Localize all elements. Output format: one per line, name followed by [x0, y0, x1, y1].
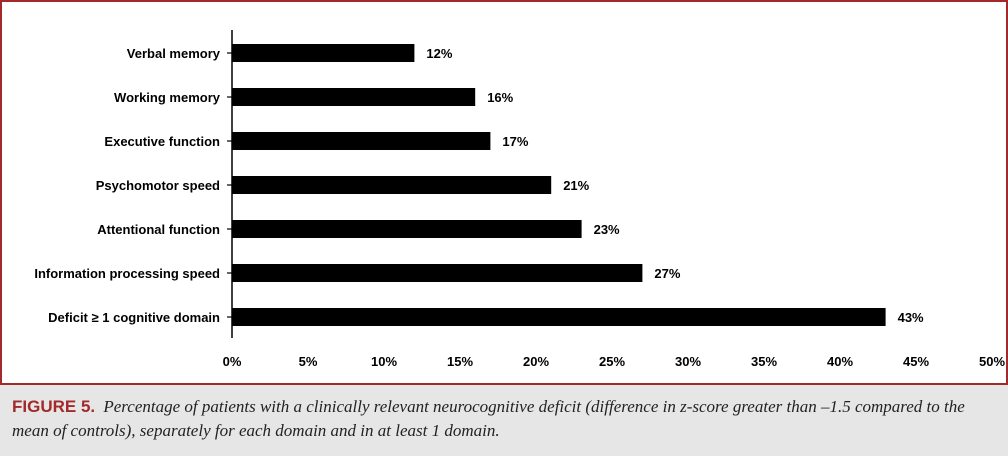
figure-caption: FIGURE 5. Percentage of patients with a … [0, 383, 1008, 456]
data-label: 17% [502, 134, 528, 149]
x-tick-label: 35% [751, 354, 777, 369]
category-label: Executive function [104, 134, 220, 149]
category-label: Attentional function [97, 222, 220, 237]
chart-area: Verbal memory 12% Working memory 16% Executi… [2, 2, 1008, 385]
bar [232, 132, 491, 150]
x-tick-label: 50% [979, 354, 1005, 369]
x-tick-label: 10% [371, 354, 397, 369]
bar [232, 88, 476, 106]
bar [232, 176, 552, 194]
category-label: Deficit ≥ 1 cognitive domain [48, 310, 220, 325]
category-label: Information processing speed [34, 266, 220, 281]
bar-chart: Verbal memory 12% Working memory 16% Executi… [34, 30, 1005, 369]
bar [232, 220, 582, 238]
data-label: 21% [563, 178, 589, 193]
x-tick-label: 15% [447, 354, 473, 369]
bar [232, 264, 643, 282]
data-label: 43% [898, 310, 924, 325]
x-tick-label: 0% [223, 354, 242, 369]
x-tick-label: 20% [523, 354, 549, 369]
data-label: 27% [654, 266, 680, 281]
x-tick-label: 40% [827, 354, 853, 369]
data-label: 23% [594, 222, 620, 237]
x-tick-label: 45% [903, 354, 929, 369]
x-tick-label: 25% [599, 354, 625, 369]
x-tick-label: 5% [299, 354, 318, 369]
x-tick-label: 30% [675, 354, 701, 369]
category-label: Verbal memory [127, 46, 221, 61]
figure-label: FIGURE 5. [12, 397, 96, 416]
bar [232, 44, 415, 62]
category-label: Working memory [114, 90, 221, 105]
caption-text: Percentage of patients with a clinically… [12, 397, 965, 440]
bar [232, 308, 886, 326]
data-label: 12% [426, 46, 452, 61]
category-label: Psychomotor speed [96, 178, 220, 193]
data-label: 16% [487, 90, 513, 105]
